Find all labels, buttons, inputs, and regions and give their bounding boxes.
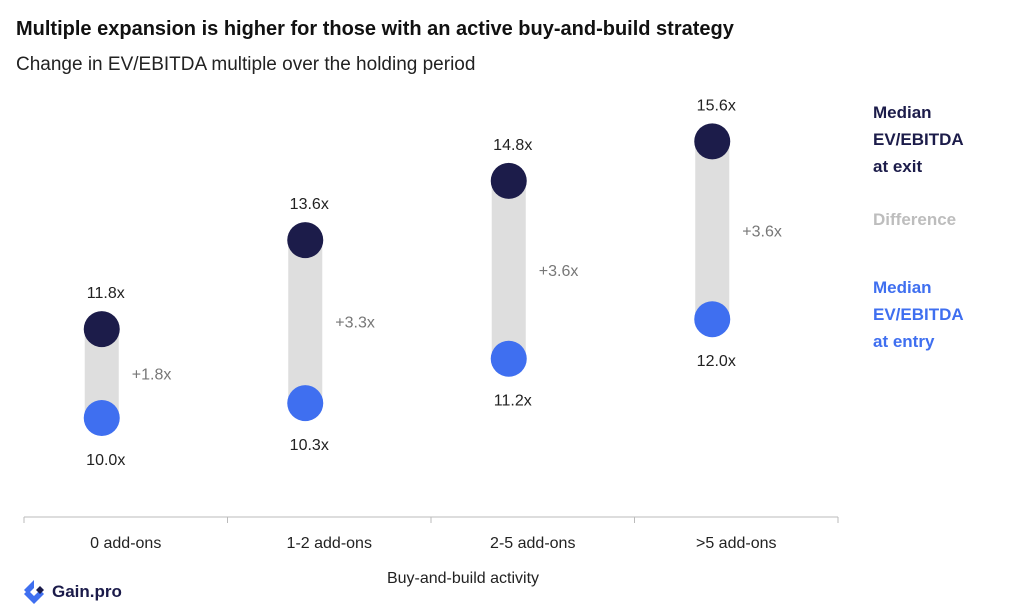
- x-tick-label: 2-5 add-ons: [490, 535, 575, 552]
- difference-value-label: +1.8x: [132, 367, 172, 384]
- exit-dot: [490, 162, 527, 199]
- x-axis-title: Buy-and-build activity: [386, 570, 540, 587]
- exit-value-label: 13.6x: [290, 196, 329, 213]
- entry-value-label: 11.2x: [494, 393, 532, 410]
- exit-value-label: 15.6x: [697, 97, 736, 114]
- difference-value-label: +3.6x: [742, 223, 782, 240]
- legend-entry: Median EV/EBITDA at entry: [873, 278, 964, 351]
- x-tick-label: 0 add-ons: [90, 535, 161, 552]
- difference-bar: [491, 180, 526, 359]
- difference-bar: [288, 240, 323, 404]
- legend-difference: Difference: [873, 210, 957, 229]
- entry-value-label: 10.0x: [86, 452, 125, 469]
- exit-dot: [83, 311, 120, 348]
- entry-value-label: 12.0x: [697, 353, 736, 370]
- exit-value-label: 11.8x: [87, 285, 125, 302]
- entry-dot: [694, 301, 731, 338]
- entry-value-label: 10.3x: [290, 437, 329, 454]
- exit-value-label: 14.8x: [493, 137, 532, 154]
- difference-value-label: +3.6x: [539, 263, 579, 280]
- exit-dot: [287, 222, 324, 259]
- chart-title: Multiple expansion is higher for those w…: [16, 18, 734, 40]
- brand-logo: Gain.pro: [22, 578, 122, 606]
- brand-name: Gain.pro: [52, 582, 122, 601]
- gain-pro-logo-icon: [24, 580, 44, 604]
- x-tick-label: >5 add-ons: [696, 535, 777, 552]
- x-tick-label: 1-2 add-ons: [287, 535, 372, 552]
- difference-bar: [695, 141, 730, 320]
- exit-dot: [694, 123, 731, 160]
- chart-subtitle: Change in EV/EBITDA multiple over the ho…: [16, 54, 476, 75]
- entry-dot: [83, 400, 120, 436]
- entry-dot: [287, 385, 324, 422]
- difference-value-label: +3.3x: [335, 315, 375, 332]
- entry-dot: [490, 340, 527, 377]
- legend-exit: Median EV/EBITDA at exit: [873, 103, 964, 176]
